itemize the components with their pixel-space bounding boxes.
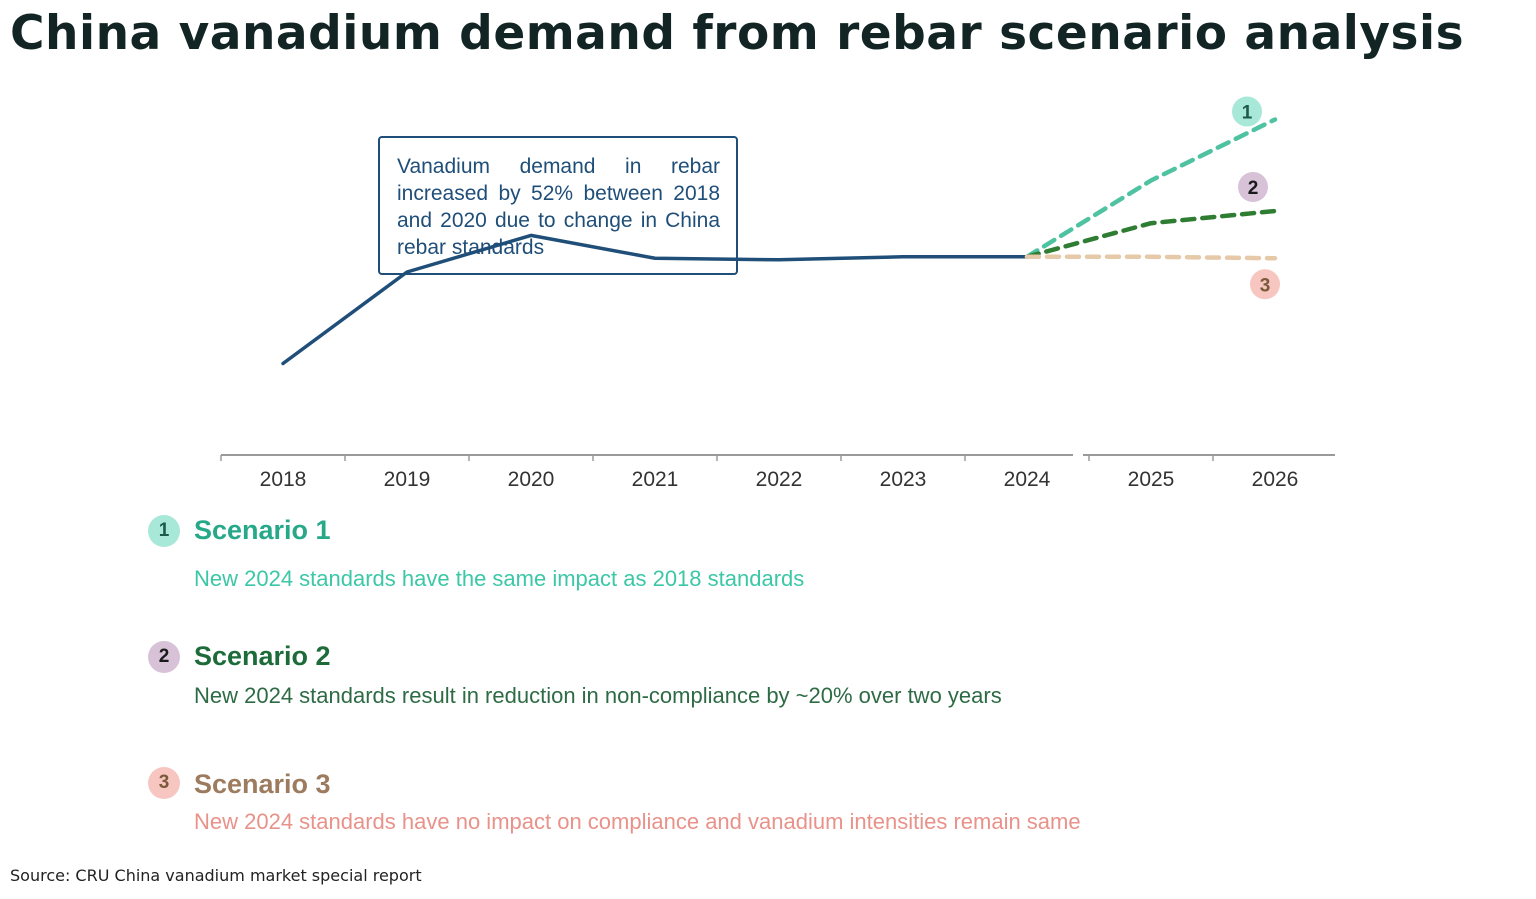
x-tick-label-2019: 2019 [384, 468, 431, 491]
source-note: Source: CRU China vanadium market specia… [10, 866, 422, 885]
x-tick-label-2025: 2025 [1128, 468, 1175, 491]
scenario-1-badge: 1 [148, 515, 180, 547]
x-tick-label-2018: 2018 [260, 468, 307, 491]
x-tick-label-2023: 2023 [880, 468, 927, 491]
scenario-2-marker [1238, 172, 1268, 202]
scenario-2-marker-label: 2 [1248, 178, 1259, 199]
series-line-scenario-3 [1024, 254, 1278, 261]
scenario-1-description: New 2024 standards have the same impact … [194, 566, 805, 591]
scenario-line-chart: 2018 2019 2020 2021 2022 2023 2024 2025 2026 1 2 3 [220, 96, 1335, 491]
scenario-2-description: New 2024 standards result in reduction i… [194, 683, 1002, 708]
scenario-2-badge: 2 [148, 641, 180, 673]
chart-annotation-box: Vanadium demand in rebar increased by 52… [378, 136, 738, 275]
x-tick-label-2024: 2024 [1004, 468, 1051, 491]
scenario-1-title: Scenario 1 [194, 515, 331, 545]
scenario-2-title: Scenario 2 [194, 641, 331, 671]
scenario-3-description: New 2024 standards have no impact on com… [194, 809, 1081, 834]
scenario-1-marker [1232, 96, 1262, 127]
series-line-scenario-1 [1024, 117, 1278, 259]
scenario-3-marker-label: 3 [1260, 275, 1271, 296]
scenario-1-marker-label: 1 [1242, 103, 1253, 124]
scenario-3-marker [1250, 269, 1280, 300]
scenario-3-badge: 3 [148, 767, 180, 799]
page-title: China vanadium demand from rebar scenari… [10, 6, 1465, 61]
scenario-3-title: Scenario 3 [194, 769, 331, 799]
x-tick-label-2026: 2026 [1252, 468, 1299, 491]
x-tick-label-2021: 2021 [632, 468, 679, 491]
x-tick-label-2020: 2020 [508, 468, 555, 491]
x-tick-label-2022: 2022 [756, 468, 803, 491]
